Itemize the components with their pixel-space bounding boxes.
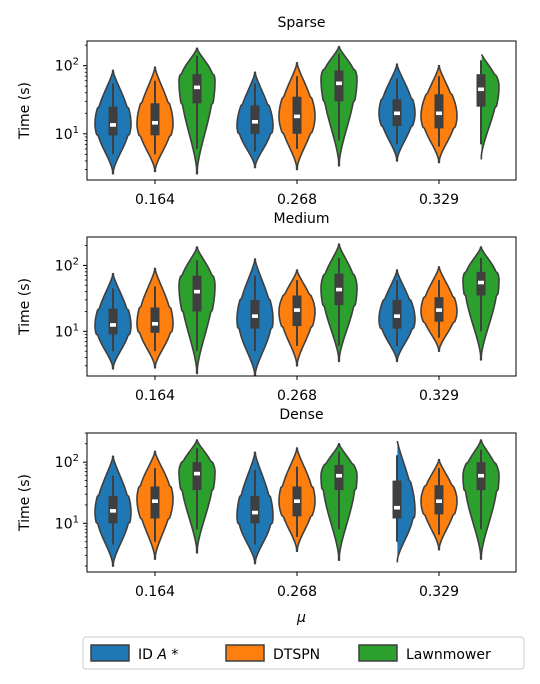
- iqr-box: [250, 105, 260, 134]
- median-marker: [252, 120, 258, 124]
- median-marker: [336, 287, 342, 292]
- violins: [94, 243, 500, 376]
- median-marker: [110, 509, 116, 513]
- median-marker: [336, 81, 342, 86]
- iqr-box: [250, 495, 260, 524]
- y-tick-label: 102: [55, 256, 79, 274]
- median-marker: [336, 473, 342, 478]
- median-marker: [152, 121, 158, 125]
- median-marker: [394, 111, 400, 116]
- legend-frame: [82, 636, 525, 670]
- panel-sparse: Sparse Time (s) 101 102 0.164 0.268 0.329: [17, 15, 517, 208]
- iqr-box: [192, 462, 202, 491]
- median-marker: [436, 111, 442, 116]
- x-tick-label: 0.329: [419, 192, 459, 208]
- y-axis-label: Time (s): [17, 278, 33, 336]
- violins: [94, 45, 500, 175]
- legend-label: Lawnmower: [406, 647, 491, 663]
- iqr-box: [392, 299, 402, 329]
- median-marker: [294, 499, 300, 504]
- median-marker: [194, 85, 200, 90]
- x-tick-label: 0.164: [135, 584, 175, 600]
- violin-dense-0.329-s0: [396, 440, 416, 563]
- iqr-box: [108, 106, 118, 136]
- median-marker: [194, 471, 200, 476]
- median-marker: [152, 499, 158, 504]
- x-tick-label: 0.164: [135, 192, 175, 208]
- median-marker: [194, 289, 200, 294]
- y-axis-label: Time (s): [17, 474, 33, 532]
- x-tick-label: 0.164: [135, 388, 175, 404]
- iqr-box: [334, 70, 344, 102]
- median-marker: [110, 323, 116, 327]
- iqr-box: [434, 94, 444, 129]
- iqr-box: [150, 307, 160, 333]
- violins: [94, 439, 500, 567]
- y-tick-label: 101: [55, 125, 79, 143]
- median-marker: [478, 473, 484, 478]
- legend: ID A * DTSPN Lawnmower: [82, 636, 525, 670]
- y-tick-label: 102: [55, 57, 79, 75]
- panel-title: Sparse: [277, 15, 325, 31]
- legend-swatch: [225, 644, 265, 662]
- y-axis-label: Time (s): [17, 82, 33, 140]
- median-marker: [394, 314, 400, 318]
- median-marker: [478, 87, 484, 92]
- legend-label: ID A *: [138, 647, 178, 663]
- median-marker: [152, 322, 158, 326]
- legend-label: DTSPN: [273, 647, 320, 663]
- x-tick-label: 0.329: [419, 584, 459, 600]
- x-tick-label: 0.268: [277, 584, 317, 600]
- y-tick-label: 102: [55, 453, 79, 471]
- x-tick-label: 0.268: [277, 192, 317, 208]
- axes-frame: [86, 432, 517, 573]
- axes-frame: [86, 236, 517, 377]
- median-marker: [294, 114, 300, 119]
- median-marker: [436, 308, 442, 312]
- legend-swatch: [90, 644, 130, 662]
- median-marker: [252, 314, 258, 318]
- x-axis-label: μ: [296, 610, 306, 626]
- y-tick-label: 101: [55, 514, 79, 532]
- iqr-box: [250, 299, 260, 329]
- iqr-box: [150, 103, 160, 136]
- x-tick-label: 0.329: [419, 388, 459, 404]
- x-tick-label: 0.268: [277, 388, 317, 404]
- axes-frame: [86, 40, 517, 181]
- median-marker: [394, 505, 400, 510]
- median-marker: [252, 510, 258, 515]
- median-marker: [436, 499, 442, 504]
- median-marker: [110, 123, 116, 127]
- legend-swatch: [358, 644, 398, 662]
- violin-sparse-0.329-s2: [480, 54, 500, 160]
- iqr-box: [108, 308, 118, 335]
- median-marker: [294, 308, 300, 312]
- iqr-box: [192, 275, 202, 312]
- iqr-box: [392, 480, 402, 519]
- panel-title: Medium: [274, 211, 330, 227]
- panel-title: Dense: [279, 407, 323, 423]
- panel-medium: Medium Time (s) 101 102 0.164 0.268 0.329: [17, 211, 517, 404]
- y-tick-label: 101: [55, 322, 79, 340]
- median-marker: [478, 280, 484, 285]
- panel-dense: Dense Time (s) 101 102 0.164 0.268 0.329: [17, 407, 517, 600]
